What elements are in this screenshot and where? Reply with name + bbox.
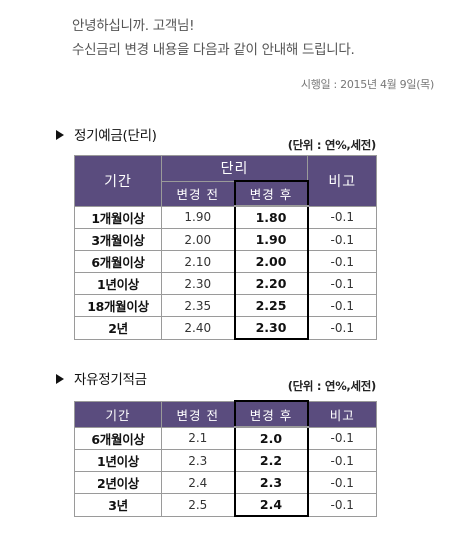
- effective-date: 시행일 : 2015년 4월 9일(목): [300, 78, 434, 91]
- cell-after: 2.3: [233, 471, 309, 494]
- table-row: 3년 2.5 2.4 -0.1: [74, 493, 377, 517]
- cell-note: -0.1: [307, 205, 378, 229]
- cell-before: 2.5: [161, 493, 235, 517]
- triangle-right-icon: [56, 130, 64, 140]
- table-row: 6개월이상 2.1 2.0 -0.1: [74, 426, 377, 450]
- cell-term: 3년: [74, 493, 162, 517]
- cell-term: 1년이상: [74, 272, 162, 295]
- cell-after: 2.00: [233, 250, 309, 273]
- cell-before: 2.10: [161, 250, 235, 273]
- unit-label-savings: (단위 : 연%,세전): [287, 379, 377, 393]
- unit-label-deposit: (단위 : 연%,세전): [287, 138, 377, 152]
- cell-before: 2.35: [161, 294, 235, 317]
- section-title-savings-label: 자유정기적금: [74, 372, 147, 388]
- cell-term: 6개월이상: [74, 426, 162, 450]
- table-row: 1년이상 2.3 2.2 -0.1: [74, 449, 377, 472]
- cell-note: -0.1: [307, 294, 378, 317]
- cell-before: 2.30: [161, 272, 235, 295]
- cell-before: 2.1: [161, 426, 235, 450]
- cell-before: 2.3: [161, 449, 235, 472]
- cell-note: -0.1: [307, 471, 377, 494]
- table-row: 18개월이상 2.35 2.25 -0.1: [74, 294, 378, 317]
- cell-before: 2.00: [161, 228, 235, 251]
- header-after: 변경 후: [233, 180, 309, 207]
- cell-term: 6개월이상: [74, 250, 162, 273]
- header-before: 변경 전: [161, 180, 235, 207]
- cell-term: 1년이상: [74, 449, 162, 472]
- greeting-line-2: 수신금리 변경 내용을 다음과 같이 안내해 드립니다.: [72, 42, 355, 58]
- section-title-savings: 자유정기적금: [56, 368, 147, 388]
- table-row: 6개월이상 2.10 2.00 -0.1: [74, 250, 378, 273]
- cell-term: 1개월이상: [74, 205, 162, 229]
- header-after: 변경 후: [233, 400, 309, 428]
- header-before: 변경 전: [161, 400, 235, 428]
- cell-note: -0.1: [307, 228, 378, 251]
- cell-after: 2.0: [233, 426, 309, 450]
- section-title-deposit: 정기예금(단리): [56, 124, 157, 144]
- cell-after: 2.20: [233, 272, 309, 295]
- table-row: 1개월이상 1.90 1.80 -0.1: [74, 205, 378, 229]
- header-group: 단리: [160, 155, 309, 182]
- header-note: 비고: [307, 155, 378, 207]
- deposit-rate-table: 기간 단리 비고 변경 전 변경 후 1개월이상 1.90 1.80 -0.1 …: [74, 155, 378, 340]
- cell-note: -0.1: [307, 316, 378, 340]
- header-note: 비고: [307, 400, 377, 428]
- cell-before: 2.4: [161, 471, 235, 494]
- cell-after: 2.2: [233, 449, 309, 472]
- greeting-line-1: 안녕하십니까. 고객님!: [72, 18, 195, 34]
- cell-note: -0.1: [307, 426, 377, 450]
- cell-term: 2년: [74, 316, 162, 340]
- cell-note: -0.1: [307, 449, 377, 472]
- cell-term: 3개월이상: [74, 228, 162, 251]
- cell-after: 2.25: [233, 294, 309, 317]
- savings-rate-table: 기간 변경 전 변경 후 비고 6개월이상 2.1 2.0 -0.1 1년이상 …: [74, 400, 377, 517]
- cell-after: 1.80: [233, 205, 309, 229]
- cell-after: 1.90: [233, 228, 309, 251]
- cell-after: 2.4: [233, 493, 309, 517]
- table-row: 3개월이상 2.00 1.90 -0.1: [74, 228, 378, 251]
- cell-note: -0.1: [307, 493, 377, 517]
- triangle-right-icon: [56, 374, 64, 384]
- section-title-deposit-label: 정기예금(단리): [74, 128, 157, 144]
- table-row: 1년이상 2.30 2.20 -0.1: [74, 272, 378, 295]
- table-row: 2년 2.40 2.30 -0.1: [74, 316, 378, 340]
- header-term: 기간: [74, 155, 162, 207]
- cell-note: -0.1: [307, 272, 378, 295]
- cell-note: -0.1: [307, 250, 378, 273]
- cell-term: 2년이상: [74, 471, 162, 494]
- cell-after: 2.30: [233, 316, 309, 340]
- cell-before: 1.90: [161, 205, 235, 229]
- cell-term: 18개월이상: [74, 294, 162, 317]
- cell-before: 2.40: [161, 316, 235, 340]
- greeting: 안녕하십니까. 고객님! 수신금리 변경 내용을 다음과 같이 안내해 드립니다…: [72, 14, 442, 62]
- header-term: 기간: [74, 400, 162, 428]
- table-row: 2년이상 2.4 2.3 -0.1: [74, 471, 377, 494]
